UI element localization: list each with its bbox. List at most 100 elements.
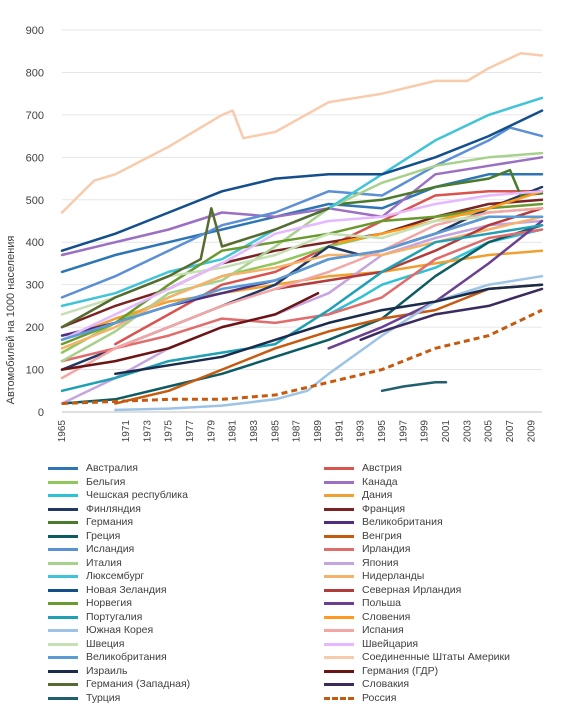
legend-label: Португалия [86, 610, 143, 623]
legend-label: Израиль [86, 664, 128, 677]
legend-label: Германия (Западная) [86, 678, 191, 690]
legend-swatch [48, 629, 78, 632]
x-tick-label: 1997 [398, 420, 409, 443]
legend-label: Бельгия [86, 475, 126, 488]
x-tick-label: 1979 [206, 420, 217, 443]
x-tick-label: 1987 [292, 420, 303, 443]
x-tick-label: 1983 [249, 420, 260, 443]
legend-swatch [324, 548, 354, 551]
legend-label: Дания [362, 489, 393, 501]
series-line-32 [60, 207, 330, 329]
legend-label: Южная Корея [86, 624, 154, 636]
legend-label: Польша [362, 597, 402, 609]
series-line-10 [60, 223, 544, 405]
x-tick-label: 1981 [228, 420, 239, 443]
y-tick-label: 0 [38, 407, 44, 419]
legend-label: Ирландия [362, 543, 411, 555]
y-tick-label: 200 [26, 322, 44, 334]
series-line-29 [60, 52, 544, 214]
x-tick-label: 1985 [270, 420, 281, 443]
legend-label: Япония [362, 556, 399, 569]
legend-swatch [324, 575, 354, 578]
y-tick-label: 500 [26, 195, 44, 207]
legend-label: Австралия [86, 462, 138, 474]
legend-swatch [48, 507, 78, 511]
legend-swatch [324, 642, 354, 646]
y-axis-label: Автомобилей на 1000 населения [5, 236, 17, 405]
legend-label: Австрия [362, 462, 402, 474]
legend-label: Швеция [86, 637, 125, 650]
series-line-7 [60, 198, 544, 329]
legend-label: Норвегия [86, 597, 132, 609]
series-line-27 [60, 190, 544, 342]
legend-label: Турция [86, 691, 121, 704]
x-tick-label: 1995 [377, 420, 388, 443]
legend-label: Соединенные Штаты Америки [362, 651, 510, 663]
legend-swatch [48, 575, 78, 578]
legend-swatch [324, 696, 354, 700]
legend-swatch [324, 507, 354, 511]
legend-label: Великобритания [362, 516, 443, 528]
x-tick-label: 1973 [142, 420, 153, 443]
series-line-3 [60, 156, 544, 257]
series-line-34 [380, 381, 448, 393]
legend-swatch [324, 480, 354, 484]
legend-swatch [48, 683, 78, 686]
legend-label: Финляндия [86, 502, 141, 515]
legend-label: Франция [362, 502, 406, 515]
legend-swatch [324, 656, 354, 659]
legend-swatch [48, 588, 78, 592]
series-line-0 [60, 173, 544, 274]
y-tick-label: 600 [26, 152, 44, 164]
x-tick-label: 2009 [526, 420, 537, 443]
x-tick-label: 1989 [313, 420, 324, 443]
series-line-11 [114, 283, 544, 405]
legend-label: Северная Ирландия [362, 583, 462, 596]
x-tick-label: 2001 [441, 420, 452, 443]
x-tick-label: 1977 [185, 420, 196, 443]
legend-label: Венгрия [362, 529, 402, 542]
legend-swatch [48, 534, 78, 538]
legend-label: Германия [86, 516, 134, 528]
legend-swatch [324, 534, 354, 538]
legend-swatch [48, 656, 78, 659]
legend-swatch [48, 642, 78, 646]
y-tick-label: 800 [26, 67, 44, 79]
legend-swatch [48, 480, 78, 484]
series-line-18 [60, 109, 544, 252]
legend-label: Словакия [362, 678, 410, 690]
legend-swatch [48, 467, 78, 470]
series-line-15 [60, 219, 544, 405]
legend-swatch [48, 669, 78, 673]
x-tick-label: 1999 [420, 420, 431, 443]
legend-swatch [324, 629, 354, 632]
series-line-35 [61, 308, 543, 405]
legend-swatch [48, 561, 78, 565]
gridlines [62, 29, 542, 413]
legend-swatch [48, 494, 78, 497]
legend-label: Германия (ГДР) [362, 664, 439, 677]
legend-label: Великобритания [86, 651, 167, 663]
x-tick-label: 1971 [121, 420, 132, 443]
x-tick-label: 2005 [484, 420, 495, 443]
legend-swatch [324, 561, 354, 565]
legend-swatch [324, 521, 354, 524]
legend-swatch [48, 548, 78, 551]
y-tick-label: 300 [26, 280, 44, 292]
legend-swatch [48, 696, 78, 700]
series-line-12 [60, 126, 544, 299]
x-tick-label: 2003 [462, 420, 473, 443]
series-line-31 [60, 291, 320, 371]
legend-label: Нидерланды [362, 570, 425, 582]
series-line-19 [274, 207, 544, 291]
legend-label: Новая Зеландия [86, 583, 167, 596]
legend-swatch [324, 602, 354, 605]
legend-swatch [324, 588, 354, 592]
legend-label: Чешская республика [86, 489, 188, 501]
series-lines [60, 52, 544, 412]
x-tick-label: 2007 [505, 420, 516, 443]
y-axis-ticks: 0 100 200 300 400 500 600 700 800 900 [26, 25, 44, 419]
series-line-8 [338, 168, 544, 206]
legend-swatch [324, 683, 354, 686]
